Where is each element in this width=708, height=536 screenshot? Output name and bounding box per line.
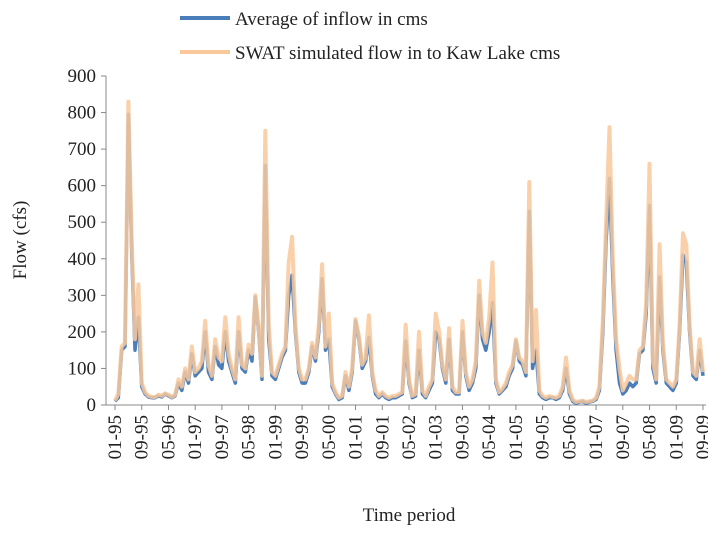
y-axis-title: Flow (cfs) [10, 201, 31, 280]
y-tick-label: 800 [68, 103, 97, 124]
legend-label: Average of inflow in cms [235, 9, 428, 30]
y-tick-label: 700 [68, 139, 97, 160]
x-axis-title: Time period [363, 505, 456, 526]
x-tick-label: 01-05 [506, 415, 527, 459]
x-tick-label: 01-01 [346, 415, 367, 459]
y-tick-label: 100 [68, 358, 97, 379]
x-tick-label: 01-03 [426, 415, 447, 459]
x-tick-label: 05-08 [640, 415, 661, 459]
x-tick-label: 01-07 [586, 415, 607, 459]
x-tick-label: 01-99 [265, 415, 286, 459]
x-tick-label: 05-00 [319, 415, 340, 459]
y-tick-label: 0 [87, 395, 97, 416]
x-tick-label: 09-09 [693, 415, 708, 459]
x-tick-label: 05-02 [399, 415, 420, 459]
y-tick-label: 200 [68, 322, 97, 343]
y-tick-label: 600 [68, 176, 97, 197]
legend-label: SWAT simulated flow in to Kaw Lake cms [235, 43, 560, 64]
x-tick-label: 01-97 [185, 415, 206, 459]
x-tick-label: 09-97 [212, 415, 233, 459]
y-tick-label: 300 [68, 285, 97, 306]
x-tick-label: 05-06 [559, 415, 580, 459]
x-tick-label: 09-01 [372, 415, 393, 459]
x-tick-label: 05-98 [239, 415, 260, 459]
y-tick-label: 500 [68, 212, 97, 233]
series-line [113, 99, 705, 405]
x-tick-label: 09-03 [452, 415, 473, 459]
x-tick-label: 09-07 [613, 415, 634, 459]
x-tick-label: 09-99 [292, 415, 313, 459]
x-tick-label: 05-04 [479, 415, 500, 460]
x-tick-label: 05-96 [158, 415, 179, 459]
x-tick-label: 01-95 [105, 415, 126, 459]
y-tick-label: 900 [68, 66, 97, 87]
x-tick-label: 09-95 [132, 415, 153, 459]
x-tick-label: 09-05 [533, 415, 554, 459]
x-tick-label: 01-09 [666, 415, 687, 459]
y-tick-label: 400 [68, 249, 97, 270]
